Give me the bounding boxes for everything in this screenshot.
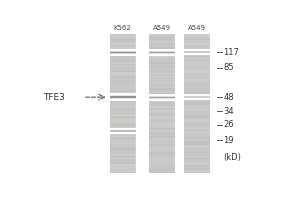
Text: A549: A549 <box>153 25 171 31</box>
Text: 19: 19 <box>224 136 234 145</box>
Bar <box>149 34 175 173</box>
Text: 48: 48 <box>224 93 234 102</box>
Bar <box>110 34 135 173</box>
Text: 117: 117 <box>224 48 239 57</box>
Text: K562: K562 <box>113 25 131 31</box>
Text: (kD): (kD) <box>224 153 242 162</box>
Text: 34: 34 <box>224 107 234 116</box>
Bar <box>184 34 209 173</box>
Text: 85: 85 <box>224 63 234 72</box>
Text: 26: 26 <box>224 120 234 129</box>
Text: A549: A549 <box>188 25 206 31</box>
Text: TFE3: TFE3 <box>43 93 65 102</box>
